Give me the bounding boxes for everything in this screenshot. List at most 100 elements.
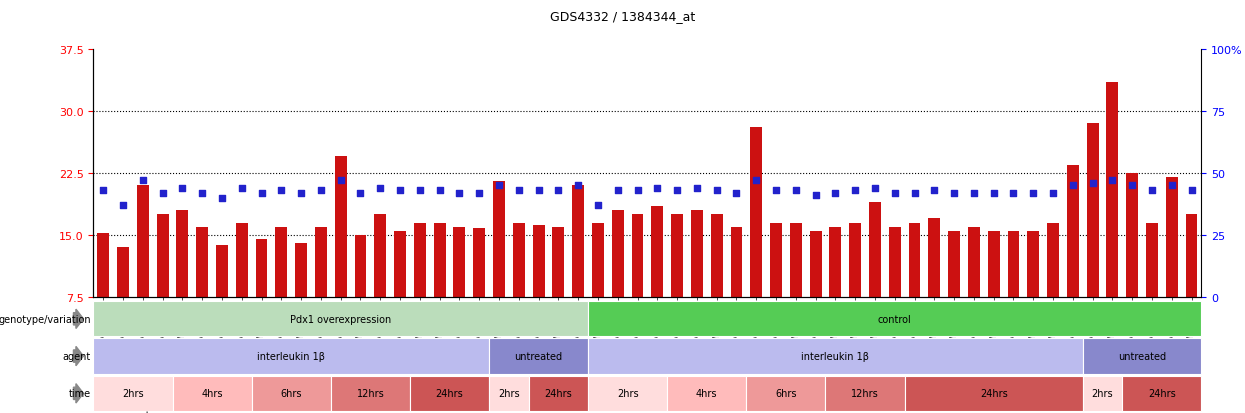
Text: 2hrs: 2hrs (498, 388, 519, 399)
Text: 12hrs: 12hrs (852, 388, 879, 399)
Text: interleukin 1β: interleukin 1β (258, 351, 325, 361)
Point (489, 183, 509, 189)
Point (786, 188, 806, 194)
Bar (137, 186, 149, 297)
Point (806, 192, 825, 199)
Point (449, 190, 469, 197)
Point (291, 190, 311, 197)
Point (271, 188, 291, 194)
Bar (809, 231, 822, 297)
Text: 6hrs: 6hrs (280, 388, 303, 399)
Point (1142, 188, 1162, 194)
Point (212, 195, 232, 202)
Bar (1107, 83, 1118, 297)
Point (905, 190, 925, 197)
Bar (771, 223, 782, 297)
Point (1182, 188, 1201, 194)
Point (608, 188, 627, 194)
Bar (987, 231, 1000, 297)
Point (1102, 178, 1122, 184)
Text: count: count (122, 410, 149, 413)
Text: agent: agent (62, 351, 91, 361)
Text: 24hrs: 24hrs (980, 388, 1007, 399)
Point (647, 185, 667, 192)
Bar (97, 234, 110, 297)
Bar (533, 225, 544, 297)
Point (469, 190, 489, 197)
Point (351, 190, 371, 197)
Bar (295, 244, 308, 297)
Point (627, 188, 647, 194)
Text: 24hrs: 24hrs (436, 388, 463, 399)
Bar (255, 240, 268, 297)
Bar (1047, 223, 1059, 297)
Text: untreated: untreated (1118, 351, 1167, 361)
Bar (1067, 165, 1078, 297)
Text: ▪: ▪ (100, 408, 110, 413)
Text: 4hrs: 4hrs (202, 388, 223, 399)
Point (1043, 190, 1063, 197)
Bar (711, 215, 722, 297)
Bar (849, 223, 862, 297)
Text: time: time (68, 388, 91, 399)
Bar (413, 223, 426, 297)
Point (311, 188, 331, 194)
Bar (1165, 178, 1178, 297)
Bar (375, 215, 386, 297)
Bar (671, 215, 684, 297)
Bar (929, 219, 940, 297)
Point (924, 188, 944, 194)
Point (727, 190, 747, 197)
Bar (433, 223, 446, 297)
Bar (117, 248, 129, 297)
Bar (829, 227, 842, 297)
Point (173, 185, 193, 192)
Point (1003, 190, 1023, 197)
Point (153, 190, 173, 197)
Bar (453, 227, 466, 297)
Bar (751, 128, 762, 297)
Bar (315, 227, 327, 297)
Point (1063, 183, 1083, 189)
Text: 24hrs: 24hrs (1148, 388, 1175, 399)
Point (667, 188, 687, 194)
Bar (493, 182, 505, 297)
Bar (473, 229, 486, 297)
Text: 4hrs: 4hrs (696, 388, 717, 399)
Point (113, 202, 133, 209)
Bar (691, 211, 702, 297)
Point (93, 188, 113, 194)
Bar (1027, 231, 1040, 297)
Point (1122, 183, 1142, 189)
Bar (1007, 231, 1020, 297)
Bar (573, 186, 584, 297)
Point (133, 178, 153, 184)
Text: 6hrs: 6hrs (776, 388, 797, 399)
Bar (553, 227, 564, 297)
Bar (355, 235, 366, 297)
Point (944, 190, 964, 197)
Point (885, 190, 905, 197)
Bar (889, 227, 900, 297)
Point (1083, 180, 1103, 187)
Text: 24hrs: 24hrs (544, 388, 573, 399)
Point (331, 178, 351, 184)
Bar (1185, 215, 1198, 297)
Text: Pdx1 overexpression: Pdx1 overexpression (290, 314, 391, 324)
Point (845, 188, 865, 194)
Bar (789, 223, 802, 297)
Point (568, 183, 588, 189)
Text: 2hrs: 2hrs (1092, 388, 1113, 399)
Bar (869, 202, 881, 297)
Point (390, 188, 410, 194)
Bar (275, 227, 288, 297)
Point (529, 188, 549, 194)
Point (410, 188, 430, 194)
Bar (177, 211, 188, 297)
Point (370, 185, 390, 192)
Point (687, 185, 707, 192)
Bar (731, 227, 742, 297)
Bar (395, 231, 406, 297)
Text: control: control (878, 314, 911, 324)
Text: 2hrs: 2hrs (616, 388, 639, 399)
